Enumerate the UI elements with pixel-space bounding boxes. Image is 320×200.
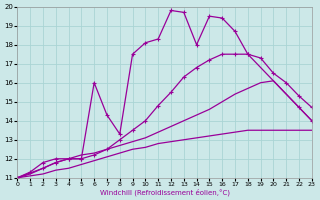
X-axis label: Windchill (Refroidissement éolien,°C): Windchill (Refroidissement éolien,°C) [100,188,229,196]
